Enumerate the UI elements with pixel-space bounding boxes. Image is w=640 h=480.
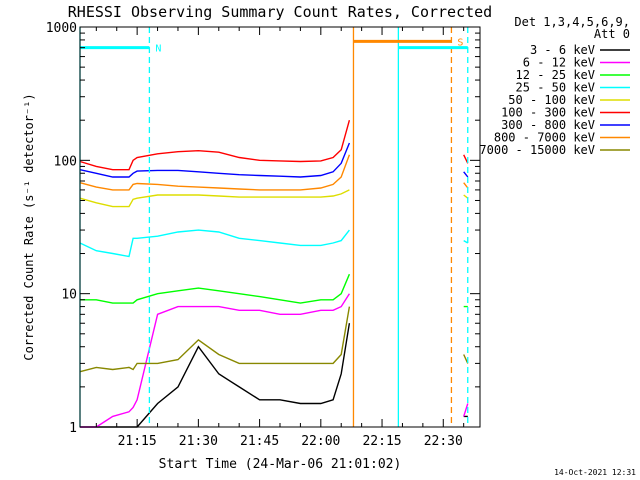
flag-label: S [457,37,463,48]
y-tick-label: 1000 [46,21,77,36]
legend-label: 3 - 6 keV [530,43,595,57]
legend-label: 7000 - 15000 keV [479,143,595,157]
series-line [79,142,469,178]
legend-label: 800 - 7000 keV [494,131,595,145]
series-line [80,293,469,428]
series-layer [79,120,469,428]
legend-label: 12 - 25 keV [516,68,595,82]
x-tick-label: 22:15 [362,434,401,449]
y-tick-label: 100 [54,154,77,169]
x-tick-label: 21:45 [240,434,279,449]
x-tick-label: 21:15 [118,434,157,449]
x-tick-label: 22:00 [301,434,340,449]
chart-title: RHESSI Observing Summary Count Rates, Co… [68,3,492,21]
legend-label: 25 - 50 keV [516,81,595,95]
legend-label: 100 - 300 keV [501,106,595,120]
x-axis-label: Start Time (24-Mar-06 21:01:02) [159,457,402,472]
x-tick-label: 22:30 [424,434,463,449]
legend-label: 6 - 12 keV [523,56,595,70]
legend-title-line-2: Att 0 [594,27,630,41]
legend-title-line-1: Det 1,3,4,5,6,9, [514,15,630,29]
x-tick-label: 21:30 [179,434,218,449]
y-tick-label: 10 [61,288,77,303]
flag-layer: NS [79,27,469,427]
y-tick-label: 1 [69,421,77,436]
flag-label: N [155,44,161,55]
legend-label: 300 - 800 keV [501,118,595,132]
axis-layer: 21:15 21:30 21:45 22:00 22:15 22:30 1 10 100 1000 [46,21,480,449]
timestamp: 14-Oct-2021 12:31 [554,468,636,477]
series-line [80,273,468,308]
y-axis-label: Corrected Count Rate (s⁻¹ detector⁻¹) [22,93,36,360]
legend-label: 50 - 100 keV [508,93,595,107]
